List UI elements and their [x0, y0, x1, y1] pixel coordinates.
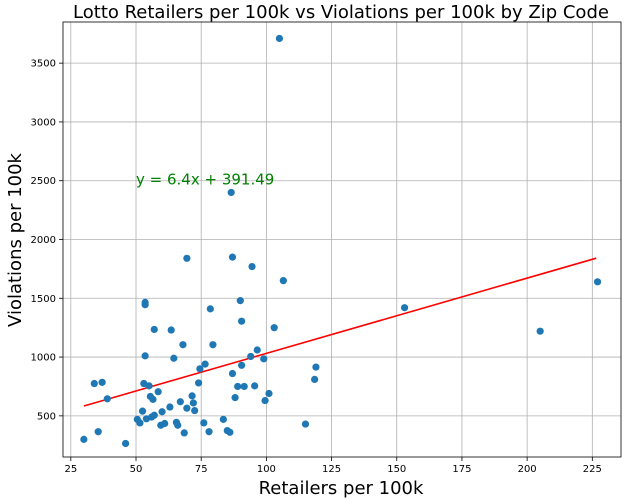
y-tick-label: 3500	[31, 59, 56, 70]
data-point	[270, 324, 278, 332]
data-point	[400, 304, 409, 312]
x-tick-label: 75	[195, 464, 208, 475]
data-point	[228, 253, 237, 261]
chart-title: Lotto Retailers per 100k vs Violations p…	[73, 2, 609, 23]
y-tick-label: 500	[37, 411, 56, 422]
x-tick-label: 50	[130, 464, 143, 475]
data-point	[238, 317, 246, 325]
data-point	[227, 188, 235, 197]
data-point	[265, 389, 273, 398]
regression-line	[83, 257, 597, 407]
data-point	[593, 278, 602, 286]
data-point	[196, 365, 204, 373]
data-point	[166, 403, 174, 411]
regression-line-layer	[83, 257, 597, 407]
data-point	[251, 382, 259, 390]
x-tick-label: 125	[322, 464, 341, 475]
data-point	[228, 369, 237, 378]
data-point	[279, 277, 287, 285]
data-point	[161, 419, 169, 428]
x-tick-label: 225	[583, 464, 602, 475]
x-tick-label: 25	[64, 464, 77, 475]
data-point	[103, 395, 111, 403]
x-tick-label: 150	[387, 464, 406, 475]
data-point	[158, 408, 166, 416]
data-point	[234, 382, 242, 391]
data-point	[226, 428, 234, 436]
data-point	[247, 352, 255, 361]
data-point	[219, 415, 227, 423]
data-point	[238, 361, 246, 369]
data-point	[260, 355, 268, 363]
data-point	[253, 346, 261, 354]
data-point	[275, 34, 284, 43]
data-point	[200, 419, 208, 427]
data-point	[261, 396, 269, 405]
axis-ticks: 25 50 75 100 125 150 175 200 225 500 1000 1500 2000 2…	[31, 59, 602, 475]
regression-equation: y = 6.4x + 391.49	[136, 171, 274, 189]
data-point	[176, 398, 184, 406]
data-point	[149, 395, 157, 403]
data-point	[205, 428, 213, 436]
data-point	[248, 262, 256, 271]
x-tick-label: 175	[452, 464, 471, 475]
data-point	[136, 419, 144, 427]
grid-lines	[63, 22, 621, 457]
data-point	[188, 392, 196, 400]
x-axis-label: Retailers per 100k	[259, 478, 424, 499]
y-tick-label: 1500	[31, 294, 56, 305]
data-point	[145, 382, 153, 390]
data-point	[150, 325, 158, 334]
data-point	[90, 379, 98, 388]
data-point	[206, 305, 214, 313]
data-point	[154, 388, 162, 396]
data-point	[98, 378, 106, 386]
data-point	[141, 352, 149, 360]
data-point	[231, 394, 239, 402]
data-point	[179, 341, 187, 349]
data-point	[201, 360, 209, 368]
data-point	[138, 407, 147, 415]
data-point	[150, 411, 158, 419]
y-tick-label: 2000	[31, 235, 56, 246]
x-tick-label: 100	[257, 464, 276, 475]
data-point	[94, 428, 102, 436]
data-point	[189, 399, 197, 407]
data-point	[194, 379, 203, 387]
data-point	[121, 439, 130, 448]
y-tick-label: 3000	[31, 117, 56, 128]
data-point	[174, 421, 182, 429]
data-point	[80, 435, 88, 443]
data-point	[301, 420, 310, 428]
y-axis-label: Violations per 100k	[5, 152, 26, 327]
data-point	[180, 429, 188, 437]
y-tick-label: 2500	[31, 176, 56, 187]
data-point	[311, 375, 319, 384]
y-tick-label: 1000	[31, 353, 56, 364]
data-point	[191, 406, 199, 415]
data-point	[236, 297, 244, 305]
x-tick-label: 200	[518, 464, 537, 475]
data-point	[167, 326, 175, 334]
data-points	[80, 34, 602, 448]
data-point	[209, 341, 217, 349]
data-point	[183, 404, 191, 412]
data-point	[240, 382, 248, 391]
data-point	[170, 354, 178, 362]
data-point	[536, 327, 544, 335]
data-point	[312, 363, 320, 371]
data-point	[141, 298, 149, 306]
data-point	[183, 254, 191, 262]
